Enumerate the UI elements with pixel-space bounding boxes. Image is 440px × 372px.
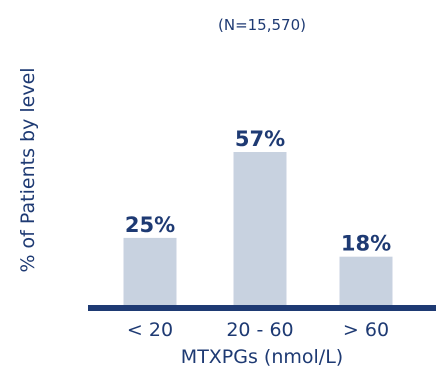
bar-1 [123,237,177,305]
x-tick-labels: < 20 20 - 60 > 60 [127,319,389,341]
x-tick-label-3: > 60 [343,319,389,341]
bars-group [123,152,393,305]
x-axis-label: MTXPGs (nmol/L) [181,346,343,368]
chart-subtitle: (N=15,570) [218,16,306,34]
y-axis-label: % of Patients by level [17,67,39,272]
data-labels: 25% 57% 18% [125,127,391,256]
data-label-1: 25% [125,213,175,237]
x-tick-label-1: < 20 [127,319,173,341]
bar-2 [233,152,287,305]
data-label-2: 57% [235,127,285,151]
bar-3 [339,256,393,305]
x-tick-label-2: 20 - 60 [226,319,293,341]
data-label-3: 18% [341,232,391,256]
